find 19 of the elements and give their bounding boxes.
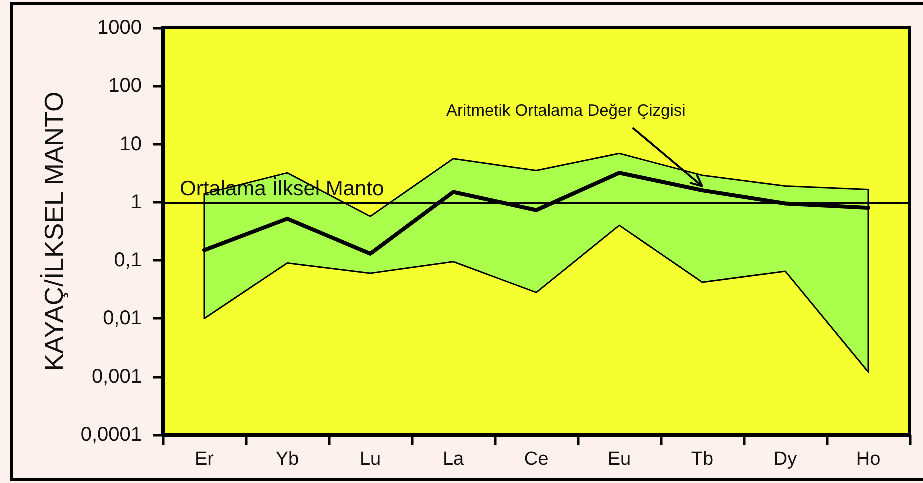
- y-tick-label: 100: [108, 75, 142, 98]
- x-tick-label: Tb: [691, 449, 714, 470]
- x-tick-label: Er: [195, 449, 215, 470]
- y-tick-label: 1000: [98, 17, 142, 39]
- y-axis-title: KAYAÇ/İLKSEL MANTO: [39, 92, 69, 372]
- y-tick-label: 0,1: [114, 250, 142, 272]
- x-tick-label: La: [442, 449, 464, 470]
- y-tick-label: 1: [130, 191, 142, 214]
- x-tick-label: Dy: [774, 449, 798, 470]
- y-tick-label: 0,01: [103, 308, 142, 330]
- y-tick-label: 0,0001: [80, 424, 142, 446]
- y-tick-label: 0,001: [92, 366, 142, 388]
- y-tick-label: 10: [120, 133, 142, 156]
- x-tick-label: Ce: [524, 449, 549, 470]
- x-tick-label: Yb: [276, 449, 300, 470]
- x-tick-label: Ho: [856, 449, 881, 470]
- x-tick-label: Eu: [608, 449, 632, 470]
- x-tick-label: Lu: [360, 449, 382, 470]
- annotation: Aritmetik Ortalama Değer Çizgisi: [446, 102, 686, 120]
